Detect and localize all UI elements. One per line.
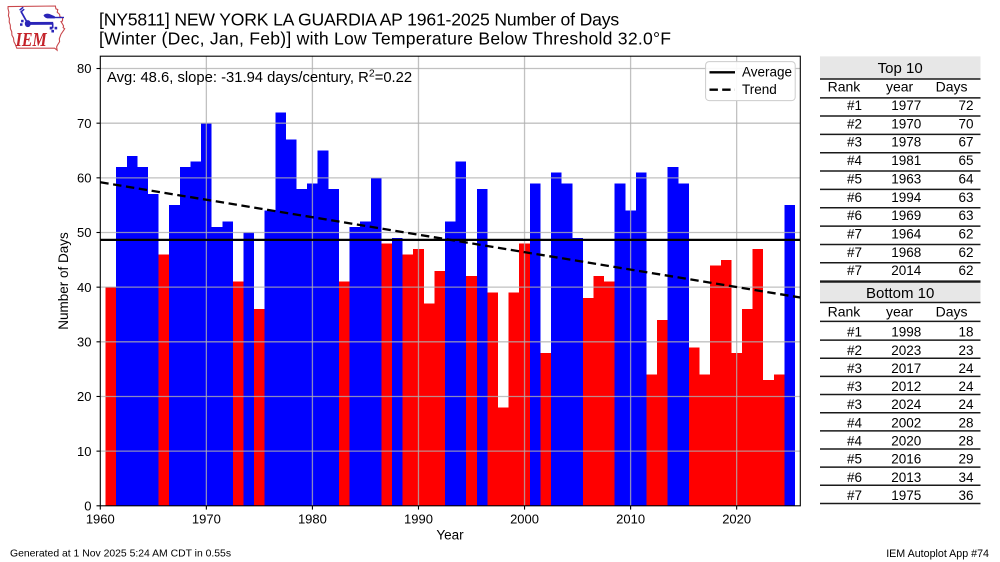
svg-text:Top 10: Top 10 (878, 60, 923, 77)
svg-text:Year: Year (436, 528, 464, 543)
svg-text:2024: 2024 (891, 397, 922, 412)
svg-text:1960: 1960 (86, 512, 115, 527)
svg-text:1978: 1978 (891, 135, 921, 150)
svg-text:[NY5811] NEW YORK LA GUARDIA A: [NY5811] NEW YORK LA GUARDIA AP 1961-202… (99, 10, 619, 30)
svg-text:Generated at 1 Nov 2025 5:24 A: Generated at 1 Nov 2025 5:24 AM CDT in 0… (10, 549, 231, 560)
svg-text:67: 67 (958, 135, 973, 150)
svg-text:24: 24 (958, 397, 974, 412)
svg-text:Trend: Trend (742, 82, 777, 97)
svg-text:64: 64 (958, 171, 974, 186)
svg-text:2002: 2002 (891, 415, 921, 430)
svg-text:29: 29 (958, 452, 973, 467)
svg-text:#7: #7 (847, 488, 862, 503)
svg-text:Bottom 10: Bottom 10 (866, 285, 934, 302)
svg-text:Average: Average (742, 64, 792, 79)
svg-text:2020: 2020 (891, 434, 921, 449)
svg-text:Rank: Rank (828, 79, 862, 95)
svg-text:year: year (886, 79, 914, 95)
svg-text:40: 40 (77, 280, 91, 295)
svg-text:1994: 1994 (891, 190, 922, 205)
svg-text:63: 63 (958, 190, 973, 205)
svg-text:2000: 2000 (510, 512, 539, 527)
svg-text:#6: #6 (847, 470, 862, 485)
svg-text:#4: #4 (847, 434, 863, 449)
svg-text:1980: 1980 (298, 512, 327, 527)
svg-text:28: 28 (958, 415, 973, 430)
svg-text:1964: 1964 (891, 227, 922, 242)
svg-text:18: 18 (958, 325, 973, 340)
svg-text:72: 72 (958, 98, 973, 113)
svg-text:1963: 1963 (891, 171, 921, 186)
svg-text:IEM Autoplot App #74: IEM Autoplot App #74 (886, 548, 989, 560)
svg-text:28: 28 (958, 434, 973, 449)
svg-text:#7: #7 (847, 263, 862, 278)
svg-text:62: 62 (958, 227, 973, 242)
svg-text:#3: #3 (847, 379, 862, 394)
svg-text:36: 36 (958, 488, 973, 503)
svg-text:#7: #7 (847, 245, 862, 260)
svg-text:70: 70 (77, 116, 91, 131)
svg-text:#6: #6 (847, 190, 862, 205)
svg-text:1970: 1970 (891, 116, 921, 131)
svg-text:2013: 2013 (891, 470, 921, 485)
svg-text:24: 24 (958, 361, 974, 376)
svg-text:24: 24 (958, 379, 974, 394)
svg-text:#5: #5 (847, 171, 862, 186)
svg-text:2023: 2023 (891, 343, 921, 358)
svg-text:65: 65 (958, 153, 973, 168)
svg-text:2016: 2016 (891, 452, 921, 467)
svg-text:#1: #1 (847, 325, 862, 340)
svg-text:#4: #4 (847, 153, 863, 168)
svg-text:2010: 2010 (616, 512, 645, 527)
svg-text:Number of Days: Number of Days (56, 232, 71, 330)
svg-text:34: 34 (958, 470, 974, 485)
svg-text:0: 0 (84, 499, 91, 514)
svg-text:2020: 2020 (722, 512, 751, 527)
svg-text:1968: 1968 (891, 245, 921, 260)
svg-text:#3: #3 (847, 397, 862, 412)
svg-text:#2: #2 (847, 343, 862, 358)
svg-text:#4: #4 (847, 415, 863, 430)
svg-text:1977: 1977 (891, 98, 921, 113)
svg-text:60: 60 (77, 171, 91, 186)
svg-text:IEM: IEM (15, 28, 48, 50)
svg-text:[Winter (Dec, Jan, Feb)] with: [Winter (Dec, Jan, Feb)] with Low Temper… (99, 29, 671, 49)
svg-text:1970: 1970 (192, 512, 221, 527)
svg-text:10: 10 (77, 444, 91, 459)
svg-text:1981: 1981 (891, 153, 921, 168)
svg-text:23: 23 (958, 343, 973, 358)
svg-text:30: 30 (77, 335, 91, 350)
svg-text:1990: 1990 (404, 512, 433, 527)
svg-text:Days: Days (936, 304, 968, 320)
svg-text:#7: #7 (847, 227, 862, 242)
svg-text:1998: 1998 (891, 325, 921, 340)
svg-text:#1: #1 (847, 98, 862, 113)
svg-text:Avg: 48.6, slope: -31.94 days/: Avg: 48.6, slope: -31.94 days/century, R… (107, 68, 412, 87)
svg-text:63: 63 (958, 208, 973, 223)
svg-text:#2: #2 (847, 116, 862, 131)
svg-text:#3: #3 (847, 135, 862, 150)
svg-text:Days: Days (936, 79, 968, 95)
svg-text:#3: #3 (847, 361, 862, 376)
svg-text:2014: 2014 (891, 263, 922, 278)
svg-text:Rank: Rank (828, 304, 862, 320)
svg-text:50: 50 (77, 225, 91, 240)
svg-text:2012: 2012 (891, 379, 921, 394)
svg-text:#6: #6 (847, 208, 862, 223)
svg-text:year: year (886, 304, 914, 320)
svg-text:70: 70 (958, 116, 973, 131)
svg-text:#5: #5 (847, 452, 862, 467)
svg-text:2017: 2017 (891, 361, 921, 376)
svg-text:20: 20 (77, 389, 91, 404)
svg-text:62: 62 (958, 245, 973, 260)
svg-text:1975: 1975 (891, 488, 921, 503)
svg-text:80: 80 (77, 61, 91, 76)
svg-text:62: 62 (958, 263, 973, 278)
svg-text:1969: 1969 (891, 208, 921, 223)
